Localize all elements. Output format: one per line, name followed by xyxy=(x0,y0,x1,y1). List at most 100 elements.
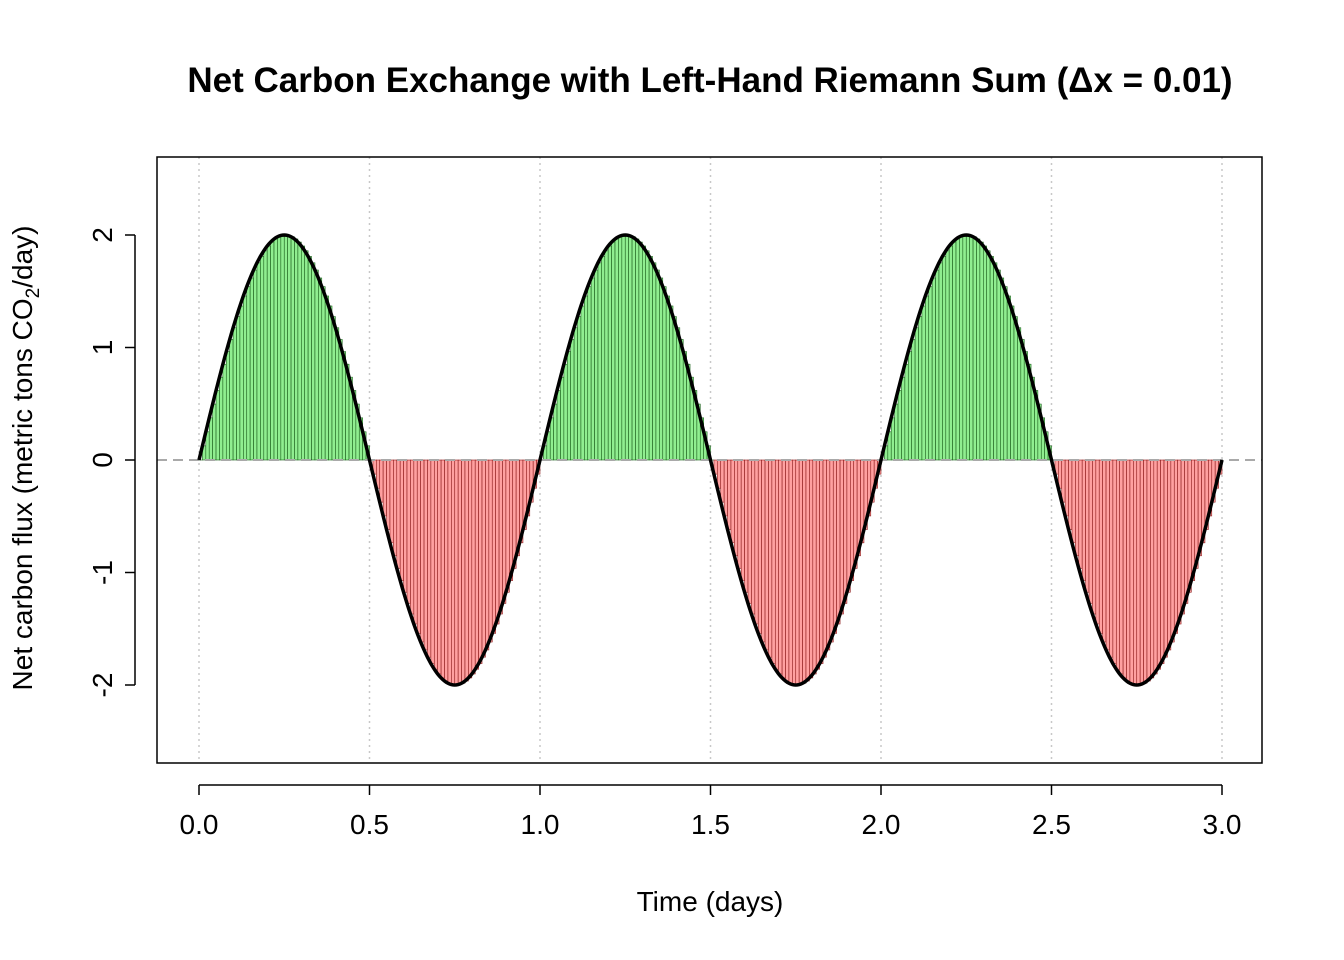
riemann-bar-20 xyxy=(266,245,271,461)
riemann-bar-224 xyxy=(962,235,967,461)
riemann-bar-230 xyxy=(982,245,988,461)
riemann-bar-53 xyxy=(379,459,384,503)
riemann-bar-21 xyxy=(270,241,275,461)
riemann-bar-155 xyxy=(727,459,732,530)
riemann-bar-125 xyxy=(624,234,629,461)
riemann-bar-238 xyxy=(1010,305,1015,461)
riemann-bar-35 xyxy=(318,277,323,461)
riemann-bar-74 xyxy=(451,459,456,685)
riemann-bar-204 xyxy=(894,403,899,461)
riemann-bar-273 xyxy=(1129,459,1134,684)
riemann-bar-167 xyxy=(768,459,773,658)
riemann-bar-7 xyxy=(222,363,227,461)
riemann-bar-131 xyxy=(645,250,650,461)
riemann-bar-258 xyxy=(1078,459,1083,569)
riemann-bar-288 xyxy=(1180,459,1185,615)
riemann-bar-286 xyxy=(1173,459,1178,634)
riemann-bar-234 xyxy=(996,269,1001,461)
riemann-bar-272 xyxy=(1126,459,1131,682)
riemann-bar-34 xyxy=(314,269,319,461)
riemann-bar-237 xyxy=(1006,295,1011,461)
riemann-bar-215 xyxy=(931,277,936,461)
riemann-bar-86 xyxy=(491,459,496,634)
riemann-bar-61 xyxy=(406,459,411,604)
riemann-bar-229 xyxy=(979,241,984,461)
riemann-bar-169 xyxy=(774,459,779,670)
riemann-bar-259 xyxy=(1081,459,1086,581)
riemann-bar-8 xyxy=(225,351,230,461)
riemann-bar-191 xyxy=(850,459,855,581)
riemann-bar-57 xyxy=(393,459,398,557)
riemann-bar-67 xyxy=(427,459,432,658)
riemann-bar-277 xyxy=(1143,459,1148,684)
riemann-bar-187 xyxy=(836,459,841,625)
riemann-bar-156 xyxy=(730,459,735,544)
riemann-bar-121 xyxy=(611,241,616,461)
riemann-bar-164 xyxy=(757,459,762,634)
riemann-bar-137 xyxy=(665,295,670,461)
riemann-bar-72 xyxy=(444,459,449,682)
riemann-bar-276 xyxy=(1139,459,1144,685)
riemann-bar-17 xyxy=(256,262,261,461)
riemann-bar-214 xyxy=(928,286,933,461)
riemann-bar-236 xyxy=(1003,286,1008,461)
riemann-bar-56 xyxy=(389,459,394,544)
riemann-bar-88 xyxy=(498,459,503,615)
riemann-bar-111 xyxy=(577,316,582,461)
riemann-bar-107 xyxy=(563,363,568,461)
riemann-bar-18 xyxy=(260,256,265,461)
riemann-bar-266 xyxy=(1105,459,1110,651)
flux-curve xyxy=(197,233,1224,687)
riemann-bar-39 xyxy=(331,316,336,461)
riemann-bar-37 xyxy=(324,295,329,461)
riemann-bar-218 xyxy=(942,256,947,461)
riemann-bar-182 xyxy=(819,459,824,664)
riemann-bar-15 xyxy=(249,277,254,461)
riemann-bar-89 xyxy=(502,459,507,604)
riemann-bar-220 xyxy=(948,245,953,461)
riemann-bar-209 xyxy=(911,339,916,461)
riemann-bar-157 xyxy=(734,459,739,557)
riemann-bar-239 xyxy=(1013,316,1018,461)
x-tick-label-6: 3.0 xyxy=(1203,809,1242,840)
riemann-bar-274 xyxy=(1133,459,1138,685)
riemann-bar-62 xyxy=(410,459,415,615)
riemann-bar-232 xyxy=(989,256,994,461)
riemann-bar-105 xyxy=(556,390,561,461)
riemann-bar-260 xyxy=(1085,459,1090,593)
riemann-bar-133 xyxy=(652,262,657,461)
riemann-bar-84 xyxy=(485,459,490,651)
riemann-bar-33 xyxy=(311,262,316,461)
riemann-bar-11 xyxy=(236,316,241,461)
riemann-bar-235 xyxy=(1000,277,1005,461)
riemann-bar-118 xyxy=(601,256,606,461)
riemann-bar-135 xyxy=(659,277,664,461)
y-tick-label-4: 2 xyxy=(87,227,118,243)
riemann-bar-257 xyxy=(1075,459,1080,557)
riemann-bar-6 xyxy=(219,376,224,461)
riemann-bar-208 xyxy=(907,351,912,461)
riemann-bar-140 xyxy=(676,327,681,461)
riemann-bar-175 xyxy=(795,459,800,686)
riemann-bar-269 xyxy=(1115,459,1121,670)
riemann-bar-116 xyxy=(594,269,599,461)
riemann-bar-241 xyxy=(1020,339,1025,461)
riemann-bar-184 xyxy=(826,459,831,651)
riemann-bar-207 xyxy=(904,363,909,461)
riemann-bar-189 xyxy=(843,459,848,604)
riemann-bar-76 xyxy=(457,459,462,685)
riemann-bar-22 xyxy=(273,238,278,461)
riemann-bar-129 xyxy=(638,241,643,461)
riemann-bar-233 xyxy=(993,262,998,461)
y-tick-label-2: 0 xyxy=(87,452,118,468)
riemann-bar-64 xyxy=(416,459,421,634)
riemann-bar-70 xyxy=(437,459,442,675)
y-axis-label-unit: /day) xyxy=(7,226,38,288)
riemann-bar-9 xyxy=(229,339,234,461)
riemann-bar-213 xyxy=(925,295,930,461)
riemann-bar-78 xyxy=(464,459,469,682)
riemann-bar-16 xyxy=(253,269,258,461)
riemann-bar-265 xyxy=(1102,459,1107,643)
riemann-bar-27 xyxy=(290,236,295,461)
riemann-bar-14 xyxy=(246,286,251,461)
